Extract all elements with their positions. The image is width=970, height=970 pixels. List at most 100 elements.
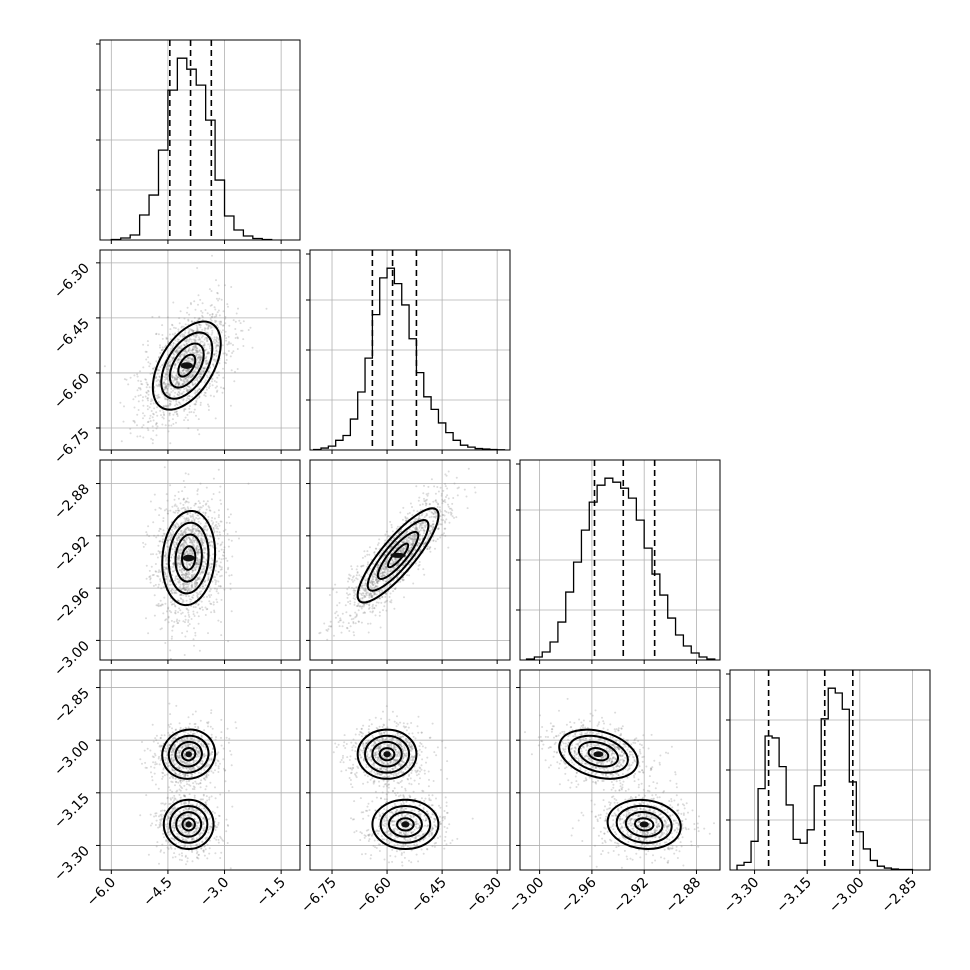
scatter-point — [378, 589, 380, 592]
scatter-point — [242, 320, 245, 323]
scatter-point — [147, 420, 150, 423]
scatter-point — [202, 535, 205, 538]
scatter-point — [384, 553, 387, 556]
scatter-point — [172, 511, 175, 514]
scatter-point — [187, 571, 190, 574]
scatter-point — [239, 322, 242, 325]
scatter-point — [157, 544, 160, 547]
scatter-point — [196, 390, 199, 393]
scatter-point — [192, 594, 195, 597]
scatter-point — [157, 378, 159, 381]
scatter-point — [354, 589, 357, 592]
scatter-point — [414, 527, 417, 530]
scatter-point — [161, 334, 164, 336]
scatter-point — [335, 591, 338, 594]
scatter-point — [198, 740, 201, 743]
scatter-point — [374, 573, 376, 576]
scatter-point — [152, 412, 155, 415]
scatter-point — [212, 493, 215, 495]
scatter-point — [436, 538, 439, 541]
scatter-point — [221, 554, 224, 557]
scatter-point — [192, 837, 195, 840]
scatter-point — [202, 367, 205, 370]
scatter-point — [167, 607, 170, 610]
scatter-point — [151, 399, 154, 402]
scatter-point — [181, 574, 184, 577]
scatter-point — [209, 345, 211, 348]
scatter-point — [155, 384, 158, 387]
scatter-point — [197, 357, 200, 359]
scatter-point — [174, 591, 177, 594]
scatter-point — [163, 386, 166, 389]
scatter-point — [163, 571, 166, 574]
scatter-point — [165, 336, 168, 339]
scatter-point — [187, 583, 190, 586]
scatter-point — [360, 621, 363, 624]
scatter-point — [185, 588, 187, 591]
scatter-point — [192, 329, 195, 332]
scatter-point — [390, 526, 393, 529]
scatter-point — [430, 525, 433, 528]
scatter-point — [377, 564, 380, 567]
scatter-point — [379, 589, 382, 592]
scatter-point — [195, 565, 198, 568]
scatter-point — [342, 621, 345, 624]
scatter-point — [340, 631, 343, 634]
scatter-point — [216, 534, 219, 537]
scatter-point — [206, 312, 209, 315]
scatter-point — [229, 582, 232, 585]
scatter-point — [190, 539, 193, 542]
scatter-point — [177, 359, 180, 362]
scatter-point — [199, 539, 202, 542]
scatter-point — [425, 502, 428, 505]
scatter-point — [198, 375, 201, 378]
scatter-point — [389, 583, 392, 586]
scatter-point — [223, 551, 226, 554]
scatter-point — [174, 350, 177, 353]
scatter-point — [180, 379, 183, 382]
scatter-point — [203, 826, 206, 829]
scatter-point — [195, 349, 198, 352]
scatter-point — [431, 526, 434, 529]
scatter-point — [148, 406, 151, 409]
scatter-point — [443, 514, 446, 517]
scatter-point — [171, 418, 174, 421]
scatter-point — [184, 576, 187, 579]
scatter-point — [161, 777, 164, 780]
scatter-point — [208, 385, 211, 388]
scatter-point — [166, 389, 169, 392]
scatter-point — [369, 585, 372, 588]
scatter-point — [185, 399, 188, 402]
scatter-point — [196, 557, 199, 560]
scatter-point — [215, 371, 218, 374]
scatter-point — [212, 526, 215, 529]
scatter-point — [406, 517, 409, 520]
scatter-point — [179, 378, 182, 381]
scatter-point — [334, 583, 337, 586]
scatter-point — [189, 600, 192, 603]
scatter-point — [151, 372, 154, 375]
scatter-point — [139, 387, 142, 390]
scatter-point — [185, 338, 188, 341]
scatter-point — [193, 352, 196, 355]
scatter-point — [194, 760, 197, 763]
scatter-point — [174, 332, 177, 335]
scatter-point — [191, 575, 194, 578]
scatter-point — [180, 570, 183, 573]
scatter-point — [178, 401, 181, 404]
scatter-point — [189, 516, 192, 518]
scatter-point — [415, 523, 418, 526]
scatter-point — [339, 619, 342, 622]
scatter-point — [207, 326, 210, 329]
scatter-point — [164, 823, 167, 826]
scatter-point — [187, 349, 190, 352]
scatter-point — [217, 585, 220, 588]
scatter-point — [412, 582, 415, 585]
scatter-point — [414, 535, 417, 538]
scatter-point — [199, 342, 202, 345]
scatter-point — [463, 488, 466, 491]
scatter-point — [164, 602, 167, 605]
scatter-point — [176, 378, 179, 380]
scatter-point — [195, 517, 198, 519]
scatter-point — [210, 316, 213, 319]
